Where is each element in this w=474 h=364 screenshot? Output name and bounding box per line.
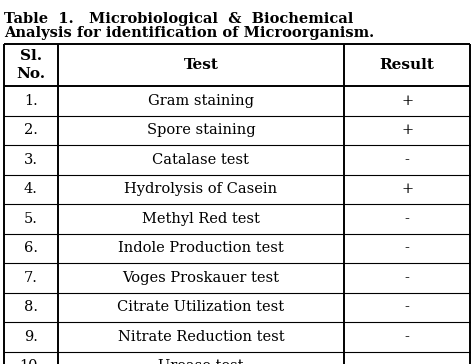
Text: Gram staining: Gram staining	[148, 94, 254, 108]
Text: -: -	[405, 153, 410, 167]
Text: -: -	[405, 359, 410, 364]
Text: -: -	[405, 212, 410, 226]
Text: Sl.
No.: Sl. No.	[16, 49, 46, 81]
Text: 9.: 9.	[24, 330, 38, 344]
Text: Methyl Red test: Methyl Red test	[142, 212, 260, 226]
Text: Voges Proskauer test: Voges Proskauer test	[122, 271, 279, 285]
Text: Citrate Utilization test: Citrate Utilization test	[118, 300, 284, 314]
Text: Hydrolysis of Casein: Hydrolysis of Casein	[124, 182, 277, 196]
Text: 2.: 2.	[24, 123, 38, 137]
Text: 6.: 6.	[24, 241, 38, 255]
Text: Test: Test	[183, 58, 219, 72]
Text: 1.: 1.	[24, 94, 37, 108]
Text: -: -	[405, 300, 410, 314]
Text: Result: Result	[380, 58, 435, 72]
Text: 10.: 10.	[19, 359, 42, 364]
Text: 5.: 5.	[24, 212, 38, 226]
Text: Spore staining: Spore staining	[146, 123, 255, 137]
Text: +: +	[401, 182, 413, 196]
Text: Analysis for identification of Microorganism.: Analysis for identification of Microorga…	[4, 26, 374, 40]
Text: Urease test: Urease test	[158, 359, 244, 364]
Text: 3.: 3.	[24, 153, 38, 167]
Text: Catalase test: Catalase test	[153, 153, 249, 167]
Text: 7.: 7.	[24, 271, 38, 285]
Text: -: -	[405, 241, 410, 255]
Text: 4.: 4.	[24, 182, 38, 196]
Text: +: +	[401, 123, 413, 137]
Text: Indole Production test: Indole Production test	[118, 241, 284, 255]
Text: -: -	[405, 271, 410, 285]
Text: Nitrate Reduction test: Nitrate Reduction test	[118, 330, 284, 344]
Text: 8.: 8.	[24, 300, 38, 314]
Text: Table  1.   Microbiological  &  Biochemical: Table 1. Microbiological & Biochemical	[4, 12, 354, 26]
Text: -: -	[405, 330, 410, 344]
Text: +: +	[401, 94, 413, 108]
